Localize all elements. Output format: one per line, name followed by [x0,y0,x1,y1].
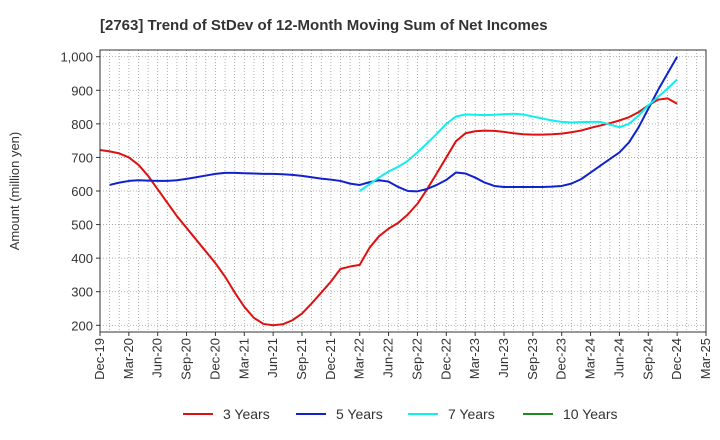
series-line-7-years [359,78,678,192]
x-tick-label: Jun-20 [150,338,165,378]
x-tick-label: Dec-20 [207,338,222,380]
x-tick-label: Mar-24 [583,338,598,379]
y-tick-label: 600 [71,184,93,199]
x-tick-label: Sep-22 [409,338,424,380]
x-tick-label: Dec-21 [323,338,338,380]
x-tick-label: Jun-24 [611,338,626,378]
series-line-5-years [109,56,679,193]
legend-label-5-years: 5 Years [336,406,383,422]
x-tick-label: Dec-24 [669,338,684,380]
x-tick-label: Sep-20 [179,338,194,380]
x-tick-label: Jun-22 [381,338,396,378]
x-tick-label: Mar-21 [236,338,251,379]
x-tick-label: Mar-25 [698,338,713,379]
y-tick-label: 900 [71,83,93,98]
x-tick-label: Dec-22 [438,338,453,380]
plot-frame [99,49,707,333]
x-tick-label: Dec-19 [92,338,107,380]
x-tick-label: Mar-22 [352,338,367,379]
x-tick-label: Sep-23 [525,338,540,380]
x-tick-label: Jun-23 [496,338,511,378]
x-tick-label: Mar-20 [121,338,136,379]
series-line-3-years [99,97,678,327]
y-tick-label: 500 [71,218,93,233]
y-tick-label: 800 [71,117,93,132]
series-lines [99,56,679,327]
y-tick-label: 200 [71,318,93,333]
y-tick-label: 400 [71,251,93,266]
y-axis-label: Amount (million yen) [7,132,22,251]
x-axis-ticks: Dec-19 Mar-20 Jun-20 Sep-20 Dec-20 Mar-21 Jun-… [92,332,713,380]
y-axis-ticks: 200 300 400 500 600 700 800 900 1,000 [60,50,100,333]
y-tick-label: 1,000 [60,50,93,65]
x-tick-label: Dec-23 [554,338,569,380]
y-tick-label: 300 [71,285,93,300]
legend: 3 Years 5 Years 7 Years 10 Years [183,406,618,422]
x-tick-label: Mar-23 [467,338,482,379]
legend-label-7-years: 7 Years [448,406,495,422]
grid [100,50,706,332]
x-tick-label: Sep-24 [640,338,655,380]
x-tick-label: Sep-21 [294,338,309,380]
legend-label-3-years: 3 Years [223,406,270,422]
chart-title: [2763] Trend of StDev of 12-Month Moving… [100,17,548,34]
y-tick-label: 700 [71,150,93,165]
legend-label-10-years: 10 Years [563,406,618,422]
x-tick-label: Jun-21 [265,338,280,378]
